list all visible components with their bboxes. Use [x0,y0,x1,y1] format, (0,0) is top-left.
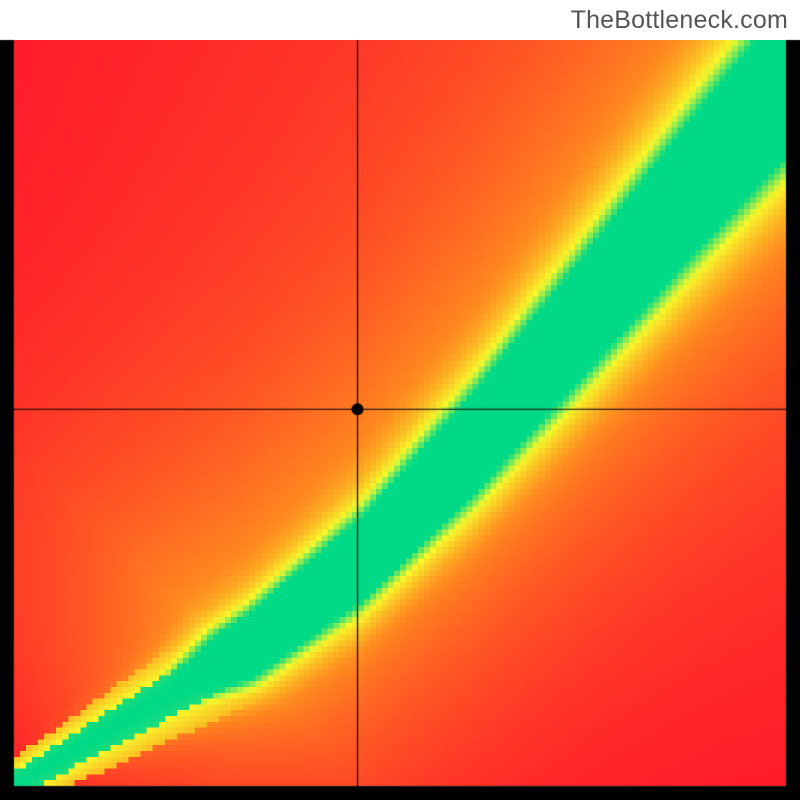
bottleneck-chart: TheBottleneck.com [0,0,800,800]
overlay-canvas [0,0,800,800]
watermark-text: TheBottleneck.com [571,6,788,35]
